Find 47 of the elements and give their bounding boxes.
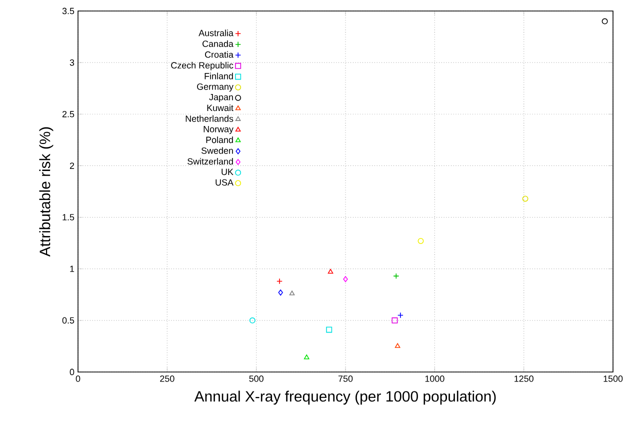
point xyxy=(249,317,256,324)
legend-label: Czech Republic xyxy=(171,62,234,70)
x-tick-label: 250 xyxy=(160,376,174,382)
legend-label: USA xyxy=(216,179,234,186)
y-tick-label: 2 xyxy=(70,162,74,169)
legend-label: Canada xyxy=(202,40,234,47)
legend-label: Poland xyxy=(206,136,233,144)
legend-label: Switzerland xyxy=(188,158,233,165)
y-tick-label: 3 xyxy=(70,59,74,66)
x-tick-label: 500 xyxy=(249,376,264,382)
point xyxy=(522,196,528,202)
point xyxy=(278,290,283,296)
legend-label: Finland xyxy=(204,72,233,80)
point xyxy=(602,18,608,24)
y-tick-label: 0.5 xyxy=(62,317,74,324)
y-tick-label: 3.5 xyxy=(62,8,74,14)
y-tick-label: 2.5 xyxy=(62,110,74,118)
point xyxy=(289,290,295,296)
point xyxy=(394,343,400,348)
legend-label: Sweden xyxy=(201,147,233,154)
legend-label: Norway xyxy=(204,126,234,134)
legend-label: Netherlands xyxy=(186,115,234,122)
point xyxy=(326,326,332,333)
point xyxy=(276,278,283,284)
legend-label: UK xyxy=(222,168,234,176)
point xyxy=(397,312,404,318)
point xyxy=(393,273,400,280)
point xyxy=(392,317,398,324)
y-axis-title: Attributable risk (%) xyxy=(39,127,54,257)
x-tick-label: 1000 xyxy=(425,376,444,382)
y-tick-label: 0 xyxy=(70,368,74,376)
point xyxy=(343,276,348,282)
x-tick-label: 0 xyxy=(76,376,80,382)
x-axis-title: Annual X-ray frequency (per 1000 population) xyxy=(194,390,496,405)
legend-label: Kuwait xyxy=(207,104,234,112)
point xyxy=(418,238,424,244)
legend-label: Germany xyxy=(197,83,234,92)
legend-label: Croatia xyxy=(205,51,234,58)
y-tick-label: 1 xyxy=(70,266,74,272)
point xyxy=(304,354,310,360)
x-tick-label: 750 xyxy=(338,376,353,382)
point xyxy=(328,268,334,274)
x-tick-label: 1500 xyxy=(604,376,623,382)
legend-label: Australia xyxy=(198,30,234,36)
legend-label: Japan xyxy=(209,94,233,102)
y-tick-label: 1.5 xyxy=(62,214,74,220)
x-tick-label: 1250 xyxy=(514,376,534,382)
